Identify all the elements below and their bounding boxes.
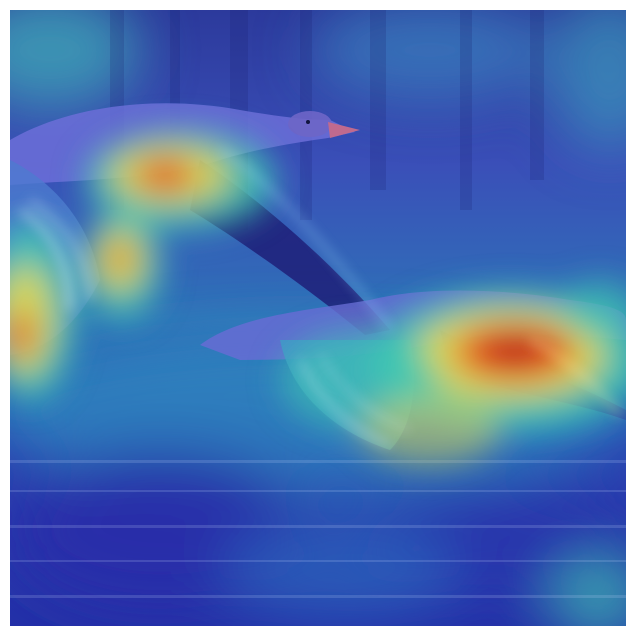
feather-highlights bbox=[18, 148, 622, 447]
attention-hotspots bbox=[10, 130, 626, 465]
heatmap-canvas bbox=[10, 10, 626, 626]
water-texture bbox=[10, 460, 626, 598]
heatmap-photo bbox=[10, 10, 626, 626]
